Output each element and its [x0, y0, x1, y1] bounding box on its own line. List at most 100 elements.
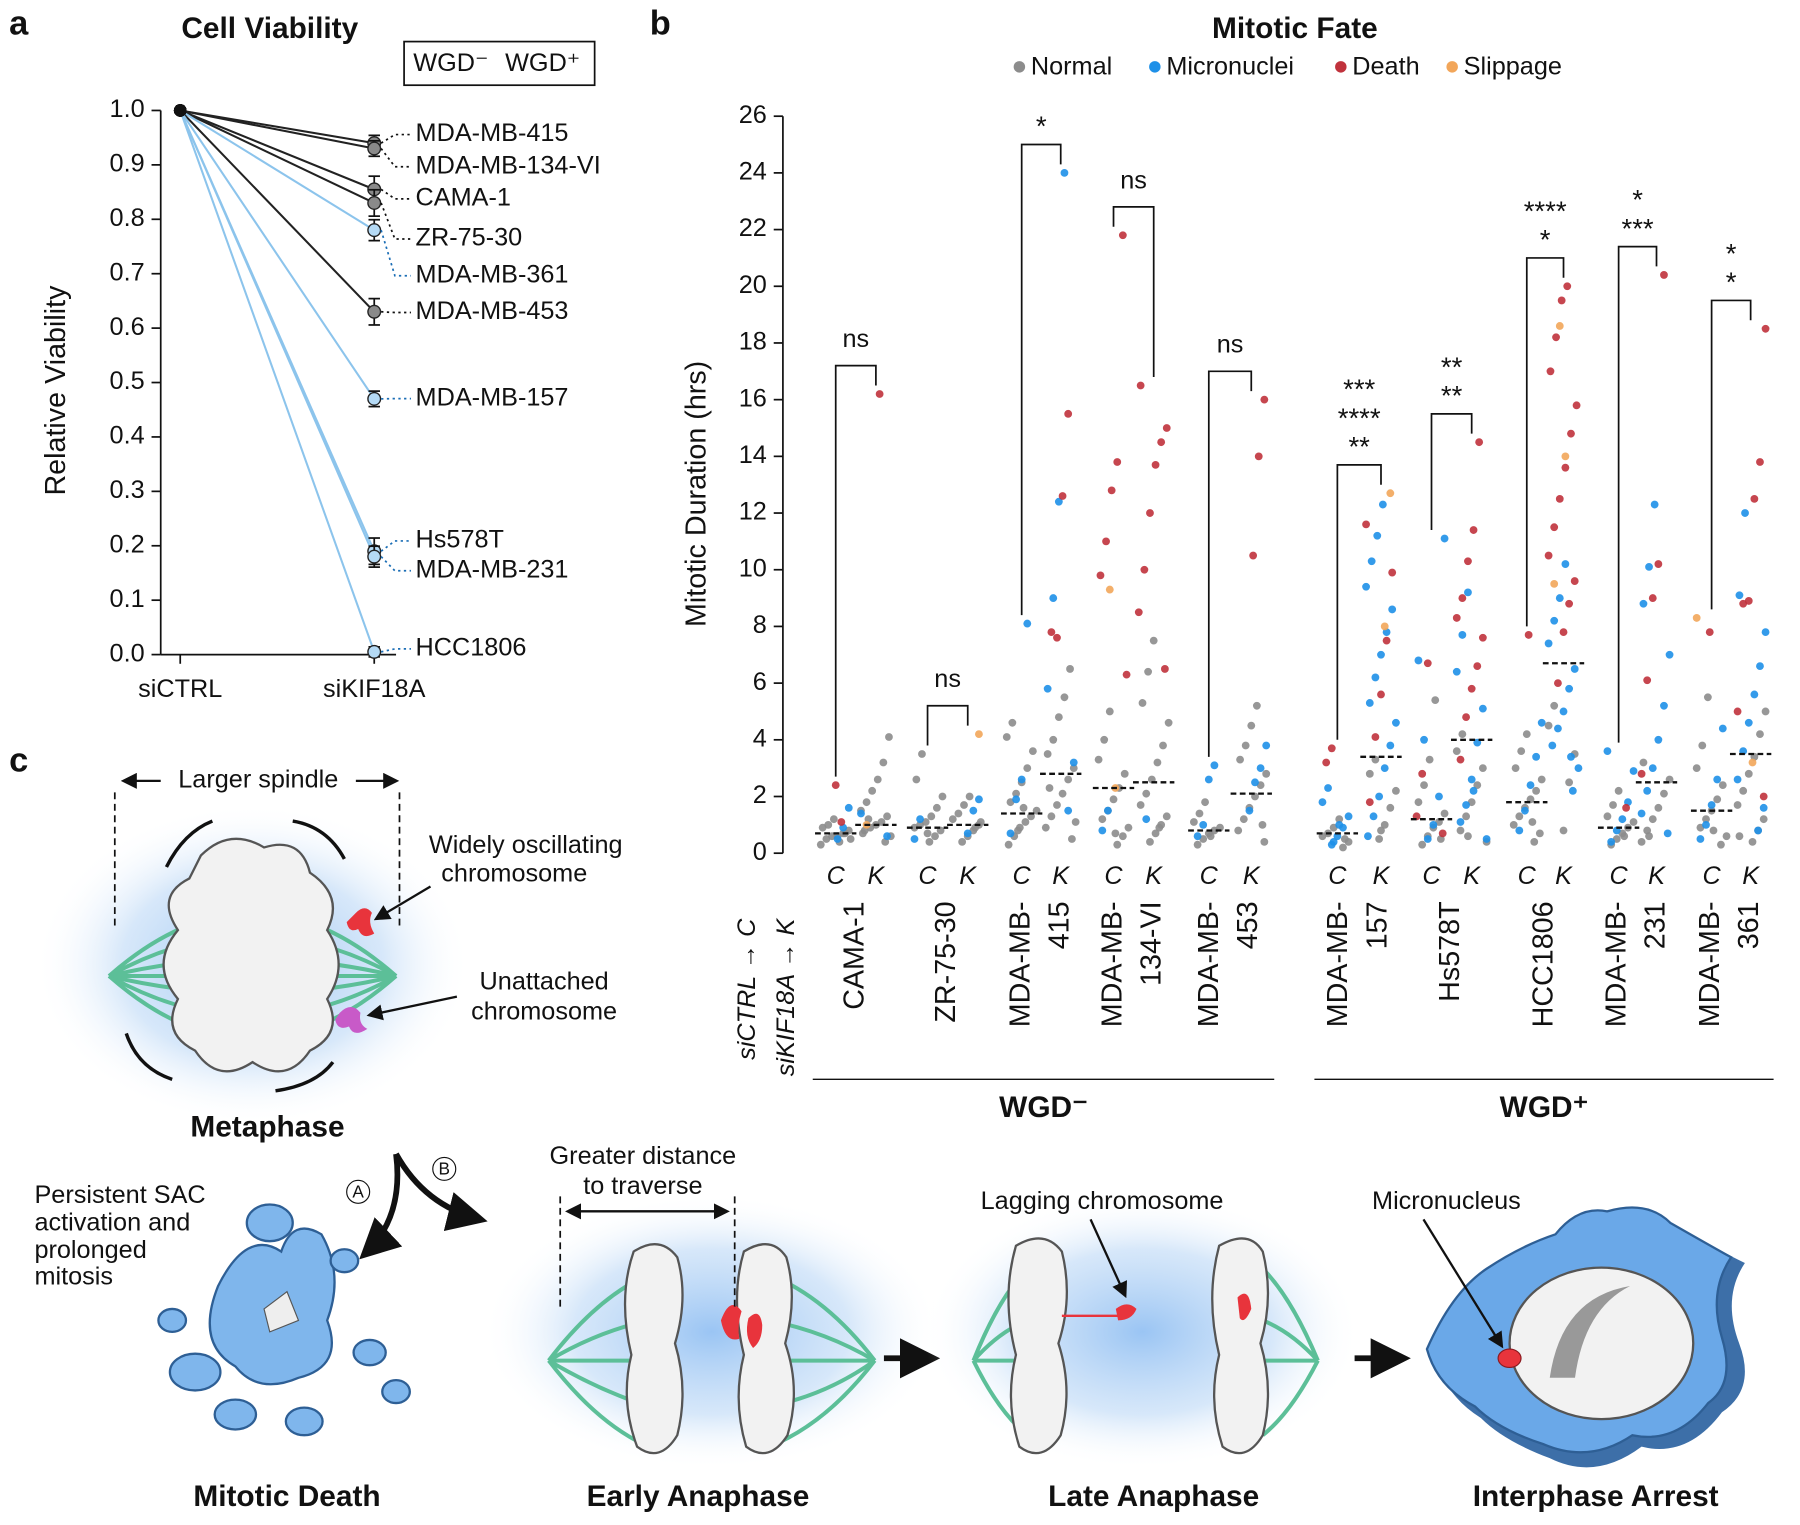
y-tick-label: 0.8: [110, 204, 145, 232]
y-tick-label: 8: [753, 611, 767, 639]
point: [1458, 594, 1467, 602]
point: [1555, 594, 1564, 602]
point: [1703, 693, 1712, 702]
series-label: MDA-MB-453: [416, 297, 569, 325]
stage-label: Late Anaphase: [1048, 1480, 1259, 1513]
point: [1364, 832, 1372, 841]
column-label: C: [1200, 862, 1219, 890]
point: [1528, 818, 1537, 826]
distance-guides: [559, 1196, 736, 1309]
point: [883, 832, 891, 841]
point: [1241, 741, 1250, 750]
point: [1515, 826, 1524, 835]
significance: ****: [1338, 402, 1381, 433]
group-label: CAMA-1: [838, 901, 870, 1009]
point: [1524, 631, 1533, 639]
point: [1629, 818, 1638, 826]
point: [1532, 786, 1541, 795]
column-label: K: [959, 862, 977, 890]
label: Unattached: [480, 968, 609, 996]
point: [1654, 735, 1663, 744]
glow: [482, 1194, 942, 1470]
point: [1550, 616, 1559, 625]
group-label: 361: [1733, 901, 1765, 949]
point: [1550, 580, 1559, 588]
point: [858, 829, 867, 838]
point: [1629, 767, 1638, 775]
point: [1386, 803, 1395, 812]
point: [1429, 820, 1438, 829]
point: [1639, 599, 1648, 608]
point: [1377, 650, 1385, 659]
y-tick-label: 0.6: [110, 313, 145, 341]
point: [1462, 812, 1470, 821]
label: Larger spindle: [178, 766, 338, 794]
point: [1107, 486, 1116, 495]
point: [963, 829, 972, 838]
point: [1705, 628, 1714, 636]
series-line: [179, 109, 375, 313]
point: [1713, 775, 1722, 784]
point: [1102, 537, 1110, 546]
point: [1654, 560, 1663, 568]
point: [1100, 735, 1109, 744]
point: [1047, 628, 1056, 636]
point: [1002, 733, 1011, 741]
point: [1318, 798, 1327, 807]
group-label: Hs578T: [1434, 901, 1466, 1001]
point: [1754, 826, 1763, 835]
point: [1761, 707, 1770, 716]
point: [1068, 835, 1076, 843]
label: B: [439, 1159, 450, 1179]
point: [1475, 438, 1484, 447]
point: [1452, 614, 1461, 622]
point: [1201, 798, 1209, 807]
point: [1388, 605, 1397, 614]
point: [1260, 395, 1269, 404]
column-label: K: [1648, 862, 1666, 890]
point: [1759, 803, 1768, 812]
legend-label: Micronuclei: [1166, 53, 1294, 81]
significance: ****: [1524, 195, 1567, 226]
point: [1256, 764, 1265, 773]
label: Greater distance: [550, 1142, 737, 1170]
point: [1098, 815, 1107, 824]
bracket: [1617, 245, 1658, 743]
bracket: [834, 364, 877, 777]
point: [1377, 690, 1385, 699]
point: [918, 750, 926, 758]
significance: ns: [934, 665, 961, 693]
point: [1637, 769, 1646, 778]
point: [1456, 818, 1465, 826]
point: [1377, 826, 1385, 835]
point: [1735, 591, 1744, 600]
point: [1509, 820, 1518, 829]
column-label: K: [867, 862, 885, 890]
bracket: [1207, 370, 1253, 757]
point: [1565, 599, 1574, 608]
legend-label: Slippage: [1464, 53, 1562, 81]
point: [1546, 367, 1555, 376]
point: [1111, 829, 1120, 838]
y-tick-label: 22: [739, 214, 767, 242]
point: [1236, 755, 1244, 764]
point: [1021, 818, 1030, 826]
bracket: [1112, 206, 1155, 377]
point: [1160, 665, 1169, 673]
point: [1692, 614, 1701, 622]
point: [1195, 809, 1204, 818]
leader: [380, 188, 411, 200]
point: [1744, 597, 1753, 605]
point: [1418, 840, 1427, 849]
point: [1388, 568, 1397, 577]
panel-letter: c: [9, 742, 28, 780]
point: [1414, 798, 1423, 807]
point: [883, 812, 891, 821]
point: [1162, 424, 1171, 432]
point: [969, 806, 978, 815]
route-badge: [346, 1179, 371, 1204]
point: [1431, 696, 1440, 705]
point: [1574, 764, 1583, 773]
point: [1559, 826, 1568, 835]
section-label: WGD⁺: [1500, 1091, 1589, 1124]
